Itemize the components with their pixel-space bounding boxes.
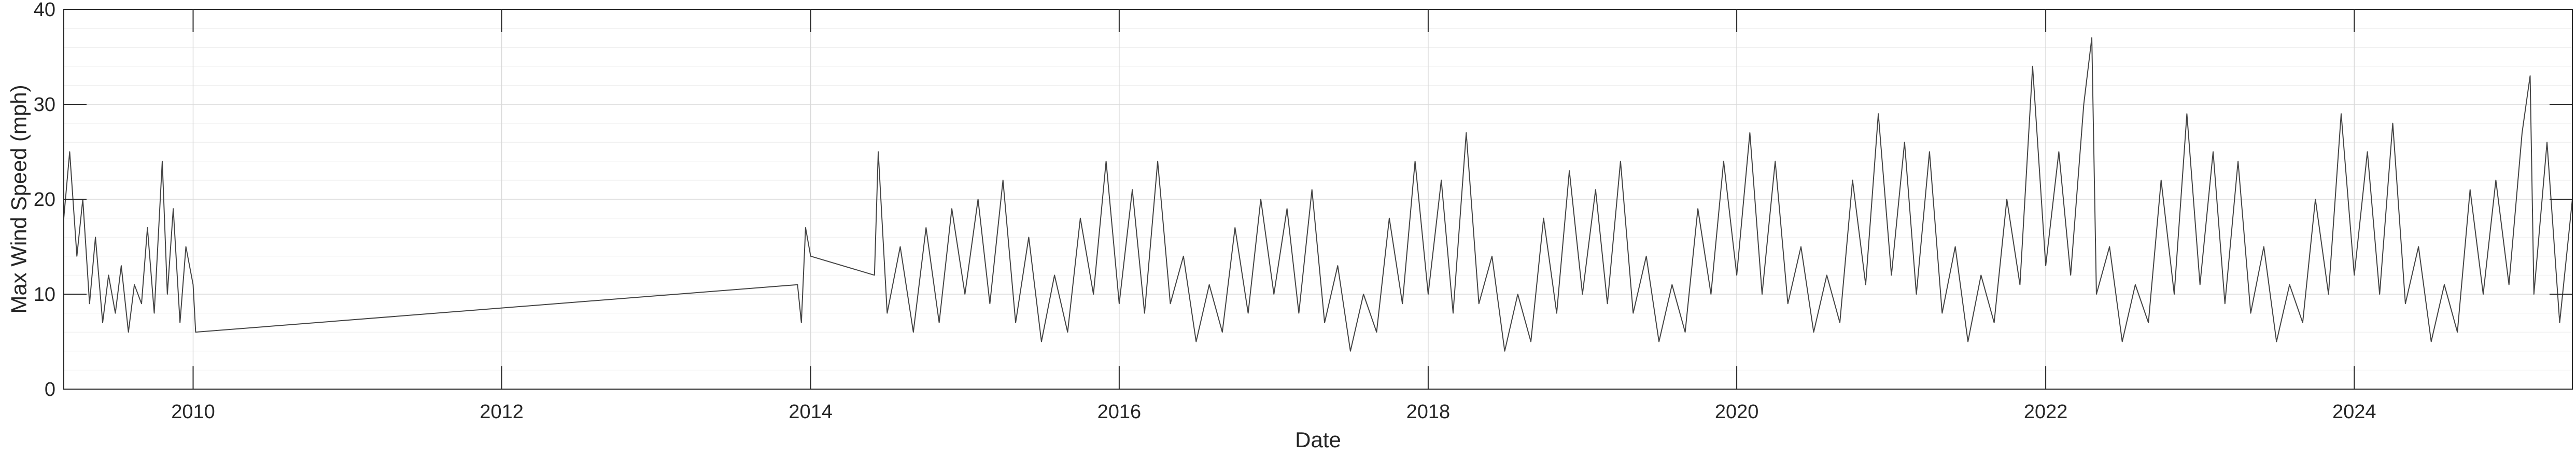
x-tick-label: 2010: [171, 401, 215, 423]
y-axis-label: Max Wind Speed (mph): [7, 85, 31, 313]
x-axis-label: Date: [1295, 428, 1341, 452]
x-tick-label: 2014: [789, 401, 833, 423]
y-tick-label: 20: [34, 189, 55, 211]
ticks: 0 10 20 30 40 2010 2012 2014 2016 2018 2020 2022 202…: [34, 0, 2572, 423]
x-tick-label: 2020: [1715, 401, 1759, 423]
x-tick-label: 2022: [2024, 401, 2068, 423]
series-line-0: [63, 37, 2573, 352]
y-tick-label: 30: [34, 94, 55, 116]
y-tick-label: 10: [34, 284, 55, 306]
series-layer: [63, 37, 2573, 352]
x-tick-label: 2016: [1097, 401, 1142, 423]
y-tick-label: 0: [45, 379, 55, 401]
x-tick-label: 2018: [1406, 401, 1451, 423]
y-tick-label: 40: [34, 0, 55, 21]
grid: [64, 9, 2572, 390]
x-tick-label: 2024: [2332, 401, 2376, 423]
x-tick-label: 2012: [480, 401, 524, 423]
